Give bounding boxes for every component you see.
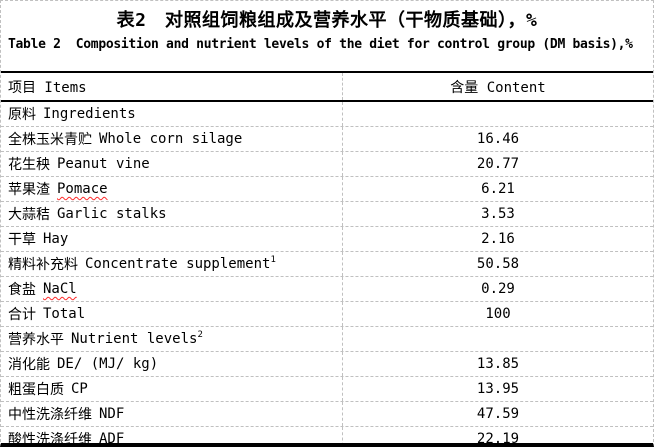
item-cell: 原料 Ingredients [1, 102, 343, 126]
item-label-en: Peanut vine [57, 156, 150, 172]
header-content-cell: 含量 Content [450, 79, 546, 96]
value-cell [343, 327, 653, 351]
item-label-cn: 粗蛋白质 [8, 382, 64, 398]
item-superscript: 2 [197, 329, 203, 340]
item-label-cn: 花生秧 [8, 157, 50, 173]
item-cell: 酸性洗涤纤维 ADF [1, 427, 343, 447]
item-label-cn: 苹果渣 [8, 182, 50, 198]
header-items-cell: 项目 Items [1, 73, 343, 100]
item-cell: 精料补充料 Concentrate supplement 1 [1, 252, 343, 276]
item-value: 50.58 [476, 256, 520, 272]
item-label-cn: 消化能 [8, 357, 50, 373]
table-row: 酸性洗涤纤维 ADF 22.19 [1, 427, 653, 447]
table-row: 营养水平 Nutrient levels 2 [1, 327, 653, 352]
item-cell: 花生秧 Peanut vine [1, 152, 343, 176]
item-label-cn: 合计 [8, 307, 36, 323]
item-label-en: Garlic stalks [57, 206, 167, 222]
item-value: 6.21 [481, 181, 515, 197]
value-cell: 100 [343, 302, 653, 326]
value-cell: 50.58 [343, 252, 653, 276]
item-label-cn: 全株玉米青贮 [8, 132, 92, 148]
table-row: 合计 Total 100 [1, 302, 653, 327]
item-value: 20.77 [476, 156, 520, 172]
table-caption: 表2 对照组饲粮组成及营养水平（干物质基础），% Table 2 Composi… [1, 9, 653, 71]
item-cell: 营养水平 Nutrient levels 2 [1, 327, 343, 351]
item-value: 47.59 [476, 406, 520, 422]
item-value: 16.46 [476, 131, 520, 147]
item-label-en: ADF [99, 431, 125, 447]
item-label-en: NaCl [43, 281, 77, 297]
item-label-en: Nutrient levels [71, 331, 198, 347]
item-label-cn: 大蒜秸 [8, 207, 50, 223]
table-row: 原料 Ingredients [1, 102, 653, 127]
item-label-en: DE/ (MJ/ kg) [57, 356, 159, 372]
item-cell: 全株玉米青贮 Whole corn silage [1, 127, 343, 151]
value-cell: 13.95 [343, 377, 653, 401]
item-label-en: NDF [99, 406, 125, 422]
item-label-cn: 营养水平 [8, 332, 64, 348]
item-label-en: Concentrate supplement [85, 256, 271, 272]
item-cell: 粗蛋白质 CP [1, 377, 343, 401]
item-label-cn: 食盐 [8, 282, 36, 298]
table-row: 苹果渣 Pomace 6.21 [1, 177, 653, 202]
item-label-en: CP [71, 381, 88, 397]
item-label-cn: 酸性洗涤纤维 [8, 432, 92, 447]
table-row: 干草 Hay 2.16 [1, 227, 653, 252]
value-cell [343, 102, 653, 126]
item-cell: 消化能 DE/ (MJ/ kg) [1, 352, 343, 376]
table-title-chinese: 表2 对照组饲粮组成及营养水平（干物质基础），% [116, 10, 538, 31]
item-value: 22.19 [476, 431, 520, 447]
item-label-cn: 精料补充料 [8, 257, 78, 273]
item-label-cn: 中性洗涤纤维 [8, 407, 92, 423]
value-cell: 0.29 [343, 277, 653, 301]
item-value: 13.85 [476, 356, 520, 372]
item-label-en: Hay [43, 231, 69, 247]
item-cell: 大蒜秸 Garlic stalks [1, 202, 343, 226]
item-label-en: Ingredients [43, 106, 136, 122]
item-label-en: Whole corn silage [99, 131, 243, 147]
value-cell: 3.53 [343, 202, 653, 226]
table-title-english: Table 2 Composition and nutrient levels … [8, 37, 633, 52]
value-cell: 22.19 [343, 427, 653, 447]
item-value: 13.95 [476, 381, 520, 397]
table-row: 花生秧 Peanut vine 20.77 [1, 152, 653, 177]
table-row: 消化能 DE/ (MJ/ kg) 13.85 [1, 352, 653, 377]
value-cell: 16.46 [343, 127, 653, 151]
table-row: 大蒜秸 Garlic stalks 3.53 [1, 202, 653, 227]
table-row: 食盐 NaCl 0.29 [1, 277, 653, 302]
table-row: 粗蛋白质 CP 13.95 [1, 377, 653, 402]
value-cell: 6.21 [343, 177, 653, 201]
item-cell: 食盐 NaCl [1, 277, 343, 301]
value-cell: 13.85 [343, 352, 653, 376]
item-cell: 合计 Total [1, 302, 343, 326]
item-value: 100 [485, 306, 511, 322]
item-cell: 苹果渣 Pomace [1, 177, 343, 201]
item-cell: 中性洗涤纤维 NDF [1, 402, 343, 426]
table-body: 原料 Ingredients 全株玉米青贮 Whole corn silage 16… [1, 102, 653, 447]
table-row: 中性洗涤纤维 NDF 47.59 [1, 402, 653, 427]
value-cell: 20.77 [343, 152, 653, 176]
table-row: 精料补充料 Concentrate supplement 1 50.58 [1, 252, 653, 277]
item-value: 3.53 [481, 206, 515, 222]
table-header-row: 项目 Items 含量 Content [1, 71, 653, 102]
item-superscript: 1 [270, 254, 276, 265]
table-row: 全株玉米青贮 Whole corn silage 16.46 [1, 127, 653, 152]
item-value: 0.29 [481, 281, 515, 297]
item-cell: 干草 Hay [1, 227, 343, 251]
value-cell: 47.59 [343, 402, 653, 426]
item-label-cn: 原料 [8, 107, 36, 123]
item-label-en: Pomace [57, 181, 108, 197]
value-cell: 2.16 [343, 227, 653, 251]
item-label-cn: 干草 [8, 232, 36, 248]
item-label-en: Total [43, 306, 86, 322]
item-value: 2.16 [481, 231, 515, 247]
